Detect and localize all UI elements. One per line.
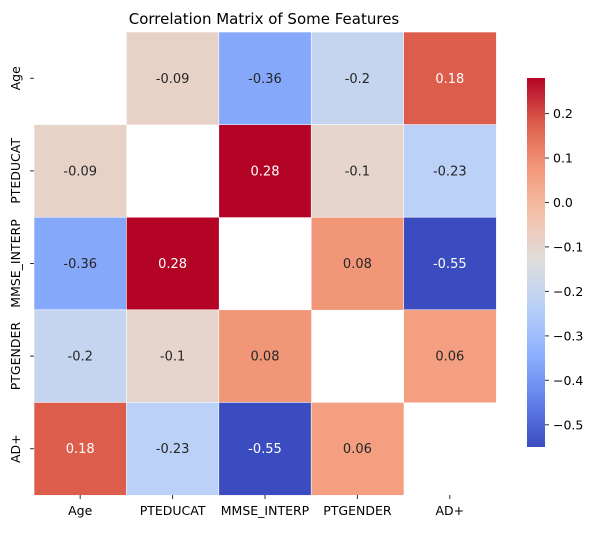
colorbar-tick-label: −0.1 [553,239,583,254]
heatmap-cell-label: -0.36 [63,257,97,272]
heatmap-cell [310,31,405,126]
heatmap-cell [126,402,220,496]
x-tick-label: PTEDUCAT [140,503,206,518]
heatmap-cell-label: -0.55 [248,442,282,457]
y-axis: Age PTEDUCAT MMSE_INTERP PTGENDER AD+ [8,66,34,463]
heatmap-cell-label: -0.2 [345,72,370,87]
heatmap-cell-label: 0.06 [435,350,464,365]
colorbar-tick-label: 0.0 [553,195,573,210]
colorbar-tick-label: −0.3 [553,328,583,343]
y-tick-label: Age [8,66,23,90]
y-tick-label: PTEDUCAT [8,138,23,204]
chart-title: Correlation Matrix of Some Features [129,10,400,28]
heatmap-cell [218,124,312,218]
heatmap-cell-label: -0.09 [156,72,190,87]
heatmap-cell-label: 0.18 [435,72,464,87]
heatmap-cell [403,309,497,404]
heatmap-cell [33,124,128,218]
colorbar-tick-label: −0.4 [553,373,583,388]
colorbar-tick-label: −0.5 [553,417,583,432]
heatmap-cell [33,402,128,496]
colorbar-tick-label: 0.2 [553,106,573,121]
heatmap-cell-label: 0.18 [66,442,95,457]
heatmap-cell [33,309,128,404]
heatmap-cell [126,309,220,404]
x-tick-label: PTGENDER [323,503,392,518]
heatmap-cell [403,216,497,311]
x-axis: Age PTEDUCAT MMSE_INTERP PTGENDER AD+ [68,495,464,518]
heatmap-cell-label: -0.2 [68,350,93,365]
heatmap-cell [218,31,312,126]
heatmap-cells [33,31,497,496]
heatmap-cell [403,31,497,126]
x-tick-label: MMSE_INTERP [221,503,310,518]
colorbar-tick-label: 0.1 [553,151,573,166]
heatmap-cell-label: -0.55 [433,257,467,272]
heatmap-cell-label: 0.28 [251,164,280,179]
heatmap-cell-label: -0.36 [248,72,282,87]
y-tick-label: PTGENDER [8,322,23,391]
heatmap-cell-labels: -0.09 -0.36 -0.2 0.18 -0.09 0.28 -0.1 -0.23 -0.3… [63,72,466,457]
heatmap-cell-label: 0.06 [343,442,372,457]
heatmap-cell [403,124,497,218]
heatmap-cell [310,402,405,496]
x-tick-label: AD+ [435,503,464,518]
y-tick-label: AD+ [8,434,23,463]
x-tick-label: Age [68,503,92,518]
heatmap-cell-label: 0.08 [251,350,280,365]
heatmap-cell [218,402,312,496]
heatmap-cell-label: -0.23 [433,164,467,179]
heatmap-cell [310,124,405,218]
heatmap-cell-label: -0.09 [63,164,97,179]
heatmap-cell-label: 0.08 [343,257,372,272]
heatmap-cell [126,31,220,126]
heatmap-cell-label: -0.23 [156,442,190,457]
colorbar-gradient [527,78,545,447]
colorbar: 0.2 0.1 0.0 −0.1 −0.2 −0.3 −0.4 −0.5 [527,78,583,447]
heatmap-cell [126,216,220,311]
y-tick-label: MMSE_INTERP [8,219,23,308]
heatmap-cell-label: 0.28 [158,257,187,272]
heatmap-cell [218,309,312,404]
heatmap-cell-label: -0.1 [345,164,370,179]
heatmap-cell-label: -0.1 [160,350,185,365]
colorbar-tick-label: −0.2 [553,284,583,299]
